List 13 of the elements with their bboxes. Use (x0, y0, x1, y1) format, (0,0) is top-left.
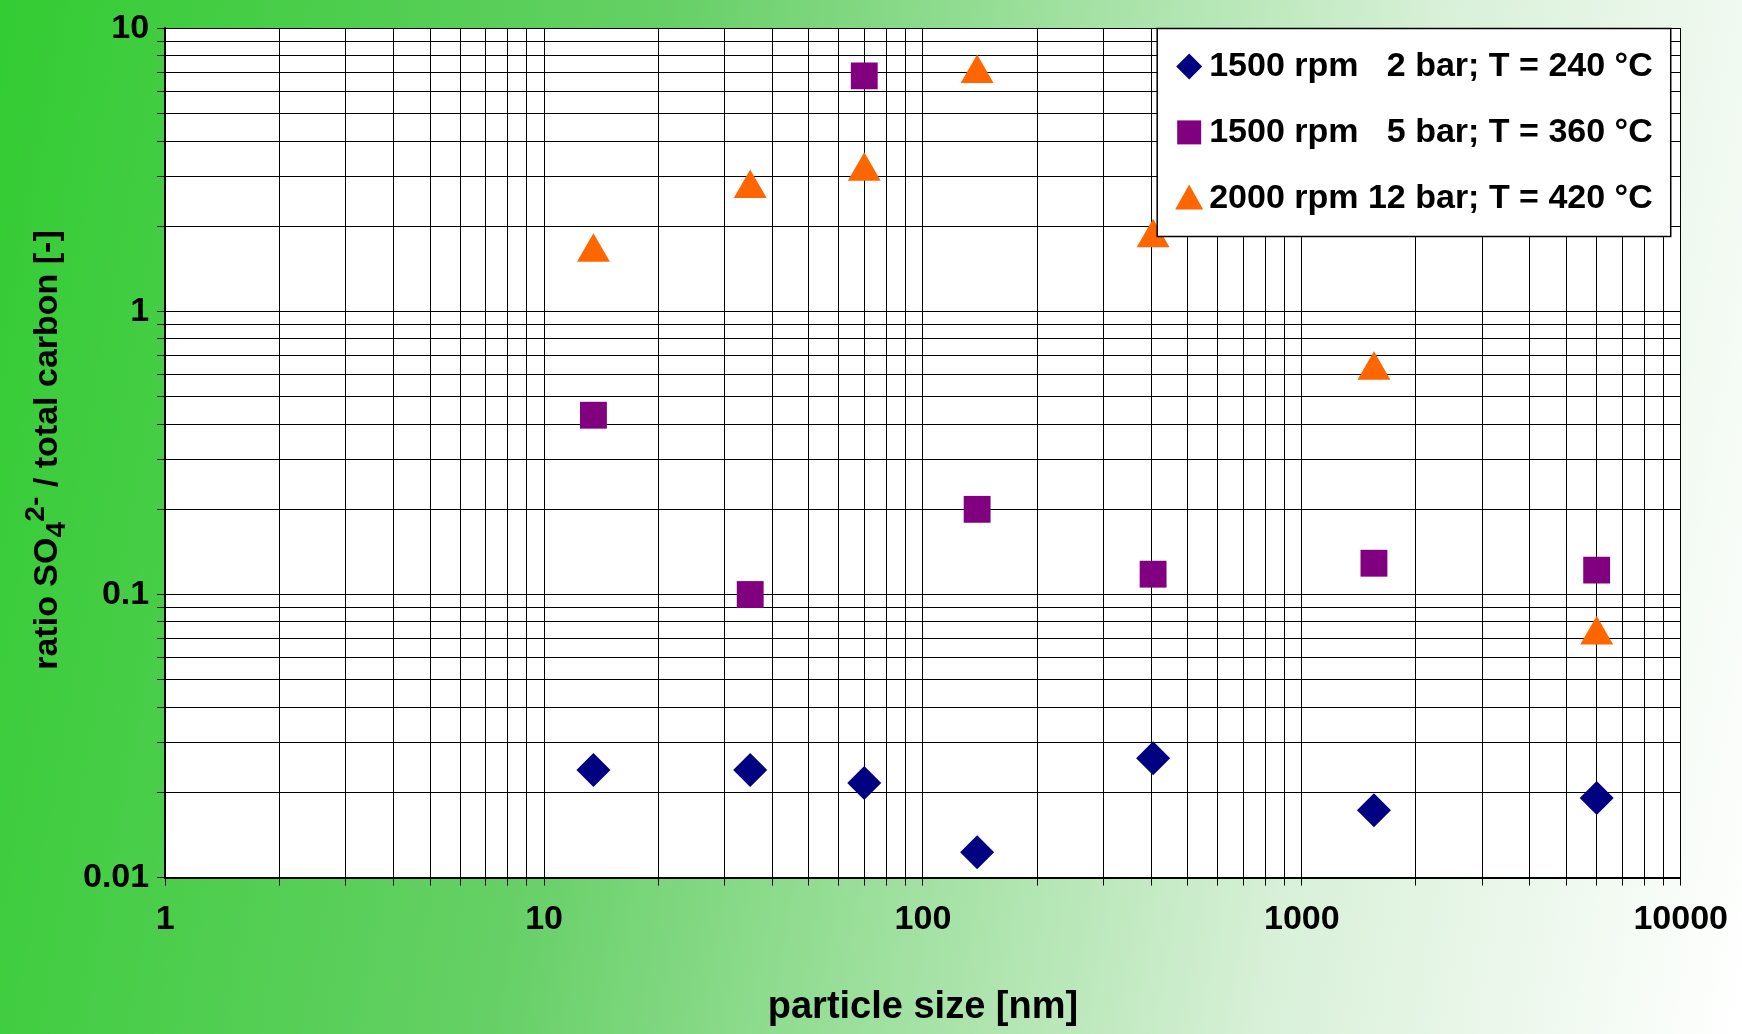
x-tick-label: 100 (894, 898, 952, 937)
y-tick-label: 0.1 (101, 572, 150, 611)
y-tick-label: 10 (111, 6, 150, 45)
x-axis-title: particle size [nm] (767, 983, 1079, 1026)
legend-label: 1500 rpm 5 bar; T = 360 °C (1209, 110, 1653, 149)
x-tick-label: 1 (155, 898, 175, 937)
x-tick-label: 10000 (1633, 898, 1728, 937)
x-tick-label: 1000 (1264, 898, 1340, 937)
x-tick-label: 10 (525, 898, 563, 937)
y-tick-label: 0.01 (82, 855, 150, 894)
y-tick-label: 1 (130, 289, 150, 328)
legend-label: 2000 rpm 12 bar; T = 420 °C (1209, 176, 1653, 215)
legend-label: 1500 rpm 2 bar; T = 240 °C (1209, 44, 1653, 83)
